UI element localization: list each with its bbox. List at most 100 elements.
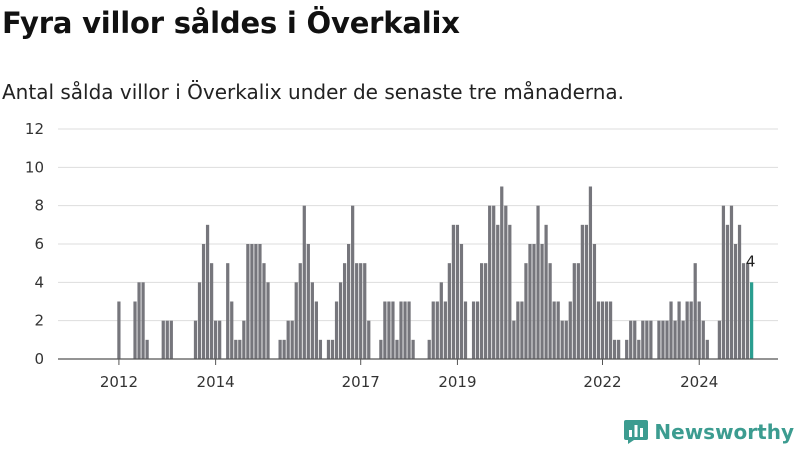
bar xyxy=(218,320,222,359)
x-tick-label: 2014 xyxy=(197,373,235,391)
bar xyxy=(246,244,250,359)
axes: 0 2 4 6 8 10 12 2012 2014 2017 2019 2022 2024 xyxy=(25,120,778,391)
bar xyxy=(685,301,689,359)
bar xyxy=(262,263,266,359)
bar xyxy=(484,263,488,359)
bar xyxy=(661,320,665,359)
bar xyxy=(214,320,218,359)
bar xyxy=(278,339,282,359)
bar xyxy=(540,244,544,359)
bar xyxy=(387,301,391,359)
bar xyxy=(298,263,302,359)
bar xyxy=(347,244,351,359)
bar xyxy=(254,244,258,359)
newsworthy-logo-icon xyxy=(624,420,649,444)
bar xyxy=(391,301,395,359)
bar xyxy=(560,320,564,359)
bar xyxy=(447,263,451,359)
bar xyxy=(238,339,242,359)
bar xyxy=(745,263,750,359)
bar xyxy=(169,320,173,359)
bar xyxy=(637,339,641,359)
x-tick-label: 2012 xyxy=(100,373,138,391)
bar xyxy=(379,339,383,359)
bar xyxy=(612,339,617,359)
bar xyxy=(282,339,286,359)
bar xyxy=(705,339,709,359)
bar xyxy=(697,301,701,359)
y-tick-label: 8 xyxy=(34,197,44,215)
bar xyxy=(314,301,318,359)
bar xyxy=(451,224,456,359)
bar xyxy=(455,224,460,359)
bar xyxy=(250,244,254,359)
bar xyxy=(568,301,572,359)
bar xyxy=(431,301,435,359)
bar xyxy=(681,320,685,359)
bar xyxy=(604,301,609,359)
y-tick-label: 4 xyxy=(34,273,44,291)
bar xyxy=(342,263,347,359)
bar xyxy=(516,301,520,359)
bar xyxy=(363,263,367,359)
bar xyxy=(351,205,355,359)
bar xyxy=(488,205,492,359)
bar xyxy=(230,301,234,359)
bar xyxy=(536,205,540,359)
bar xyxy=(443,301,447,359)
brand-name: Newsworthy xyxy=(654,420,794,444)
bar xyxy=(310,282,314,359)
bar xyxy=(286,320,290,359)
bar xyxy=(701,320,705,359)
bar xyxy=(576,263,580,359)
bar xyxy=(439,282,443,359)
bar xyxy=(520,301,524,359)
bar xyxy=(588,186,593,359)
bar xyxy=(290,320,294,359)
bar xyxy=(463,301,468,359)
bar xyxy=(617,339,621,359)
bar xyxy=(407,301,411,359)
bar xyxy=(584,224,589,359)
bar xyxy=(608,301,613,359)
bar xyxy=(564,320,568,359)
bar xyxy=(258,244,262,359)
bar xyxy=(205,224,210,359)
x-tick-label: 2024 xyxy=(680,373,718,391)
bar xyxy=(600,301,605,359)
bar xyxy=(500,186,504,359)
brand: Newsworthy xyxy=(624,420,794,444)
bar xyxy=(475,301,480,359)
bar xyxy=(338,282,343,359)
bar xyxy=(665,320,669,359)
bar xyxy=(633,320,637,359)
chart-title: Fyra villor såldes i Överkalix xyxy=(2,6,460,40)
bar xyxy=(677,301,681,359)
bar xyxy=(302,205,306,359)
bar xyxy=(403,301,407,359)
bar xyxy=(395,339,399,359)
bar xyxy=(471,301,476,359)
bar xyxy=(334,301,339,359)
y-tick-label: 10 xyxy=(25,158,44,176)
bar xyxy=(504,205,508,359)
bar xyxy=(242,320,246,359)
x-tick-label: 2019 xyxy=(438,373,476,391)
chart-subtitle: Antal sålda villor i Överkalix under de … xyxy=(2,80,625,104)
bar xyxy=(556,301,560,359)
bar xyxy=(201,244,206,359)
gridlines xyxy=(58,128,778,322)
bar xyxy=(318,339,323,359)
bar xyxy=(459,244,464,359)
bar xyxy=(165,320,169,359)
bar xyxy=(693,263,697,359)
bar xyxy=(524,263,528,359)
bar xyxy=(725,224,730,359)
bar xyxy=(161,320,165,359)
bar xyxy=(197,282,202,359)
bar xyxy=(572,263,576,359)
bar xyxy=(145,339,149,359)
bar xyxy=(717,320,721,359)
bars xyxy=(117,186,754,359)
bar xyxy=(508,224,512,359)
